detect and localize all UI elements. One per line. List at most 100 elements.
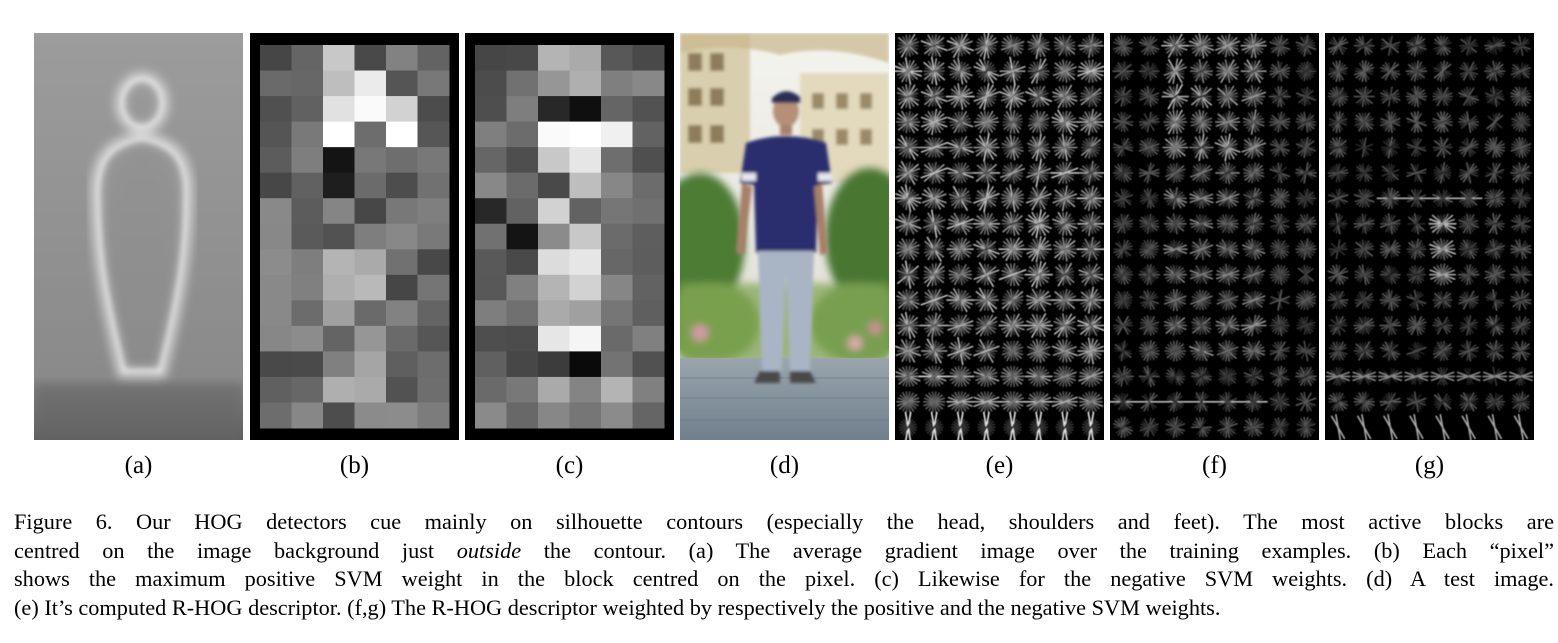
hog-orientation-stroke [1270, 397, 1289, 406]
hog-orientation-stroke [1241, 40, 1266, 51]
weight-cell [323, 274, 355, 301]
hog-orientation-stroke [1052, 66, 1077, 77]
hog-orientation-stroke [1001, 346, 1024, 356]
weight-cell [632, 249, 665, 276]
weight-cell [417, 249, 450, 276]
weight-cell [417, 300, 450, 327]
hog-orientation-stroke [949, 244, 972, 254]
hog-orientation-stroke [1381, 169, 1400, 177]
weight-cell [386, 121, 418, 148]
hog-orientation-stroke [947, 345, 974, 357]
weight-cell [475, 198, 507, 225]
weight-cell [260, 402, 292, 429]
weight-cell [291, 198, 324, 225]
weight-cell [569, 300, 602, 327]
hog-orientation-stroke [1241, 320, 1267, 331]
hog-orientation-stroke [1328, 168, 1348, 177]
weight-cell [260, 147, 292, 174]
hog-orientation-stroke [1244, 67, 1264, 76]
hog-orientation-stroke [951, 423, 970, 432]
weight-cell [386, 70, 418, 97]
weight-cell [632, 147, 665, 174]
weight-cell [417, 402, 450, 429]
weight-cell [632, 402, 665, 429]
hog-orientation-stroke [1269, 117, 1291, 127]
hog-orientation-stroke [1113, 41, 1134, 50]
hog-orientation-stroke [1270, 41, 1289, 50]
hog-orientation-stroke [1003, 220, 1022, 228]
panel-label-e: (e) [985, 452, 1014, 479]
hog-orientation-stroke [1380, 295, 1401, 305]
weight-cell [601, 172, 633, 199]
hog-orientation-stroke [1511, 321, 1531, 330]
hog-orientation-stroke [920, 116, 948, 128]
weight-cell [291, 325, 324, 352]
panel-label-c: (c) [555, 452, 584, 479]
weight-cell [475, 376, 507, 403]
weight-cell [354, 274, 387, 301]
weight-cell [291, 121, 324, 148]
hog-orientation-stroke [1511, 194, 1531, 203]
hog-orientation-stroke [1052, 193, 1078, 204]
hog-orientation-stroke [1244, 397, 1263, 406]
hog-orientation-stroke [1327, 41, 1349, 51]
weight-cell [475, 223, 507, 250]
weight-cell [538, 223, 570, 250]
hog-orientation-stroke [1486, 398, 1504, 406]
hog-orientation-stroke [1080, 321, 1102, 330]
weight-cell [323, 376, 355, 403]
hog-orientation-stroke [1381, 143, 1399, 152]
hog-orientation-stroke [975, 320, 998, 331]
hog-orientation-stroke [1271, 321, 1289, 330]
weight-cell [354, 70, 387, 97]
hog-orientation-stroke [1485, 194, 1504, 203]
weight-cell [475, 274, 507, 301]
hog-orientation-stroke [1270, 143, 1290, 152]
hog-orientation-stroke [1354, 270, 1374, 279]
hog-orientation-stroke [1027, 117, 1050, 127]
weight-cell [601, 70, 633, 97]
weight-cell [569, 121, 602, 148]
hog-orientation-stroke [1191, 346, 1212, 356]
weight-cell [291, 402, 324, 429]
hog-orientation-stroke [1215, 269, 1240, 280]
weight-cell [291, 274, 324, 301]
weight-cell [323, 351, 355, 378]
weight-cell [506, 198, 539, 225]
hog-orientation-stroke [977, 169, 996, 177]
hog-orientation-stroke [1053, 295, 1077, 305]
hog-orientation-stroke [1217, 321, 1238, 330]
weight-cell [417, 274, 450, 301]
hog-orientation-stroke [1382, 344, 1399, 358]
hog-orientation-stroke [1196, 419, 1207, 436]
hog-orientation-stroke [1406, 346, 1427, 356]
weight-cell [291, 147, 324, 174]
hog-orientation-stroke [1139, 92, 1160, 101]
weight-cell [601, 45, 633, 72]
weight-cell [506, 147, 539, 174]
weight-cell [538, 351, 570, 378]
hog-orientation-stroke [923, 270, 946, 280]
hog-orientation-stroke [1459, 219, 1479, 228]
hog-orientation-stroke [1115, 420, 1131, 434]
hog-orientation-stroke [1380, 194, 1401, 203]
weight-cell [475, 45, 507, 72]
weight-cell [538, 325, 570, 352]
hog-orientation-stroke [1484, 270, 1506, 279]
weight-cell [538, 376, 570, 403]
hog-orientation-stroke [1272, 369, 1288, 384]
rhog-positive-graphic [1110, 33, 1319, 440]
panel-label-b: (b) [339, 452, 370, 479]
hog-orientation-stroke [1486, 67, 1504, 75]
hog-orientation-stroke [1194, 395, 1209, 409]
hog-orientation-stroke [1217, 219, 1238, 229]
hog-orientation-stroke [925, 423, 944, 432]
weight-grid-cells-b [260, 45, 450, 429]
hog-orientation-stroke [1411, 138, 1422, 157]
hog-orientation-stroke [1114, 115, 1132, 130]
hog-orientation-stroke [1002, 117, 1023, 127]
hog-orientation-stroke [1379, 219, 1401, 228]
hog-orientation-stroke [1026, 295, 1051, 306]
hog-orientation-stroke [1113, 321, 1133, 330]
hog-orientation-stroke [1055, 423, 1074, 432]
